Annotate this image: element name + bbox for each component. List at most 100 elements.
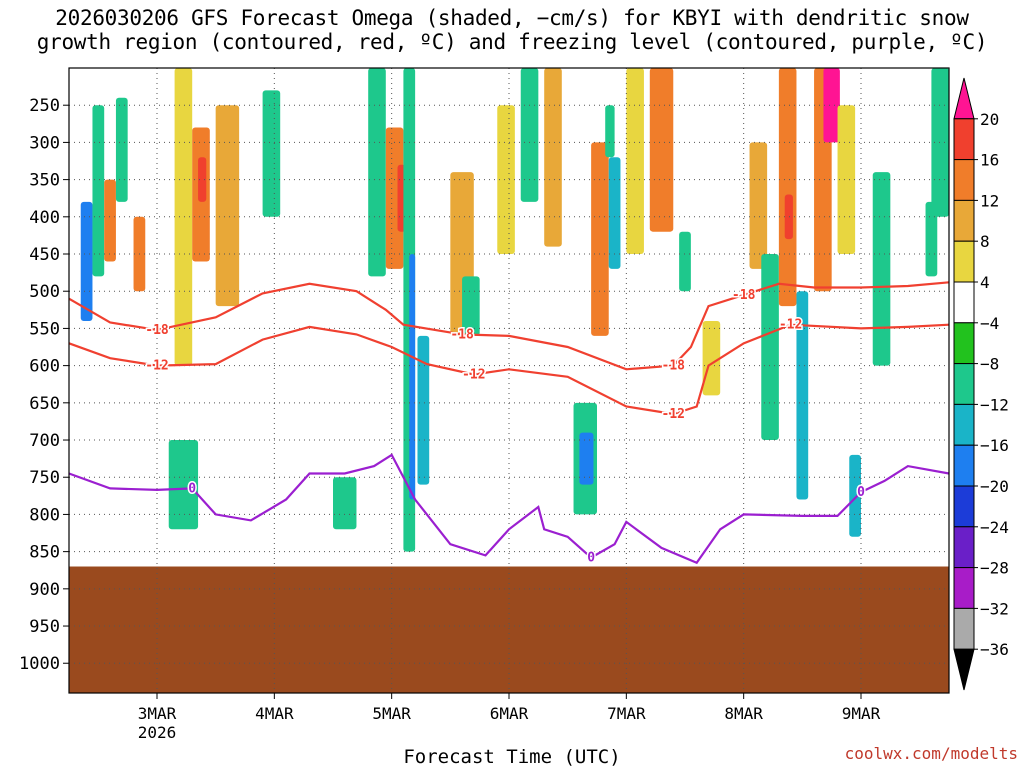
chart-title: 2026030206 GFS Forecast Omega (shaded, −… — [0, 6, 1024, 54]
contour-lines: -18 -18 -18 -18 -12 -12 -12 -12 0 0 0 — [68, 281, 950, 567]
colorbar-bottom-triangle — [953, 648, 975, 691]
colorbar-swatch — [953, 199, 975, 242]
title-line-2: growth region (contoured, red, ºC) and f… — [36, 30, 988, 54]
grid-lines — [69, 68, 949, 693]
colorbar-swatch — [953, 159, 975, 201]
colorbar-label: −28 — [980, 559, 1009, 578]
colorbar-swatch — [953, 118, 975, 161]
terrain-fill — [69, 566, 949, 693]
x-tick-label: 3MAR — [138, 704, 177, 723]
colorbar-swatch — [953, 444, 975, 487]
omega-cell — [649, 68, 674, 232]
omega-cell — [368, 68, 386, 277]
isotherm-minus18-line-label: -18 — [450, 327, 474, 342]
colorbar-label: −32 — [980, 599, 1009, 618]
isotherm-minus18-line — [68, 281, 950, 371]
y-tick-label: 300 — [29, 133, 60, 153]
isotherm-minus18-line-label: -18 — [732, 288, 756, 303]
omega-cell — [104, 179, 116, 262]
colorbar-label: −20 — [980, 477, 1009, 496]
colorbar-label: −12 — [980, 395, 1009, 414]
terrain-surface — [69, 566, 949, 693]
omega-cell — [520, 68, 539, 202]
x-tick-label: 9MAR — [842, 704, 881, 723]
omega-field — [80, 68, 949, 552]
omega-cell — [679, 231, 691, 292]
colorbar-swatch — [953, 281, 975, 324]
colorbar-swatch — [953, 567, 975, 609]
isotherm-minus12-line-label: -12 — [779, 318, 802, 333]
isotherm-minus12-line-label: -12 — [145, 359, 168, 374]
colorbar-swatch — [953, 403, 975, 446]
omega-cell — [608, 157, 621, 269]
y-tick-label: 400 — [29, 208, 60, 228]
omega-cell — [497, 105, 515, 255]
x-tick-label: 8MAR — [724, 704, 763, 723]
title-line-1: 2026030206 GFS Forecast Omega (shaded, −… — [55, 6, 969, 30]
omega-cell — [605, 105, 615, 158]
omega-cell — [262, 90, 281, 217]
omega-cell — [544, 68, 562, 247]
omega-cell — [823, 68, 840, 143]
omega-cell — [462, 276, 480, 336]
credit-link[interactable]: coolwx.com/modelts — [844, 744, 1018, 763]
colorbar-label: 20 — [980, 110, 999, 129]
colorbar-label: −16 — [980, 436, 1009, 455]
omega-cell — [872, 172, 891, 366]
omega-cell — [385, 127, 404, 269]
y-tick-label: 1000 — [19, 654, 60, 674]
colorbar-swatch — [953, 363, 975, 405]
colorbar-label: −8 — [980, 355, 999, 374]
colorbar-label: 16 — [980, 151, 999, 170]
y-tick-label: 600 — [29, 357, 60, 377]
omega-cell — [837, 105, 856, 255]
omega-cell — [626, 68, 644, 255]
x-tick-label: 4MAR — [255, 704, 294, 723]
omega-cell — [778, 68, 797, 307]
y-tick-label: 700 — [29, 431, 60, 451]
colorbar: 20 16 12 8 4 −4 −8 −12 −16 −20 −24 −28 −32 −36 — [953, 77, 1009, 691]
colorbar-label: 4 — [980, 273, 990, 292]
colorbar-label: 12 — [980, 191, 999, 210]
colorbar-swatch — [953, 485, 975, 528]
omega-cell — [796, 291, 809, 500]
omega-cell — [761, 254, 779, 441]
omega-cell — [702, 320, 721, 396]
colorbar-label: −36 — [980, 640, 1009, 659]
y-tick-label: 650 — [29, 394, 60, 414]
y-tick-label: 850 — [29, 543, 60, 563]
omega-cell — [198, 157, 207, 202]
x-tick-sublabel: 2026 — [138, 723, 177, 742]
colorbar-swatch — [953, 607, 975, 650]
x-axis-label: Forecast Time (UTC) — [403, 746, 621, 768]
y-tick-label: 450 — [29, 245, 60, 265]
colorbar-swatch — [953, 240, 975, 283]
freezing-level-line-label: 0 — [587, 551, 595, 566]
x-tick-label: 6MAR — [490, 704, 529, 723]
colorbar-swatch — [953, 322, 975, 365]
freezing-level-line — [68, 453, 950, 565]
x-tick-label: 7MAR — [607, 704, 646, 723]
isotherm-minus12-line-label: -12 — [462, 368, 485, 383]
freezing-level-line-label: 0 — [857, 485, 865, 500]
y-axis: 250 300 350 400 450 500 550 600 650 700 750 800 850 9… — [19, 96, 69, 674]
colorbar-top-triangle — [953, 77, 975, 120]
x-tick-label: 5MAR — [372, 704, 411, 723]
omega-cell — [925, 201, 938, 277]
isotherm-minus12-line — [68, 323, 950, 416]
colorbar-label: −4 — [980, 314, 999, 333]
y-tick-label: 550 — [29, 319, 60, 339]
omega-cell — [333, 477, 357, 530]
omega-cell — [115, 97, 128, 202]
freezing-level-line-label: 0 — [188, 481, 196, 496]
colorbar-label: 8 — [980, 232, 990, 251]
y-tick-label: 750 — [29, 468, 60, 488]
y-tick-label: 350 — [29, 171, 60, 191]
colorbar-swatch — [953, 526, 975, 569]
omega-cell — [215, 105, 240, 307]
omega-cell — [168, 440, 199, 530]
omega-cell — [417, 335, 430, 485]
isotherm-minus12-line-label: -12 — [662, 407, 685, 422]
